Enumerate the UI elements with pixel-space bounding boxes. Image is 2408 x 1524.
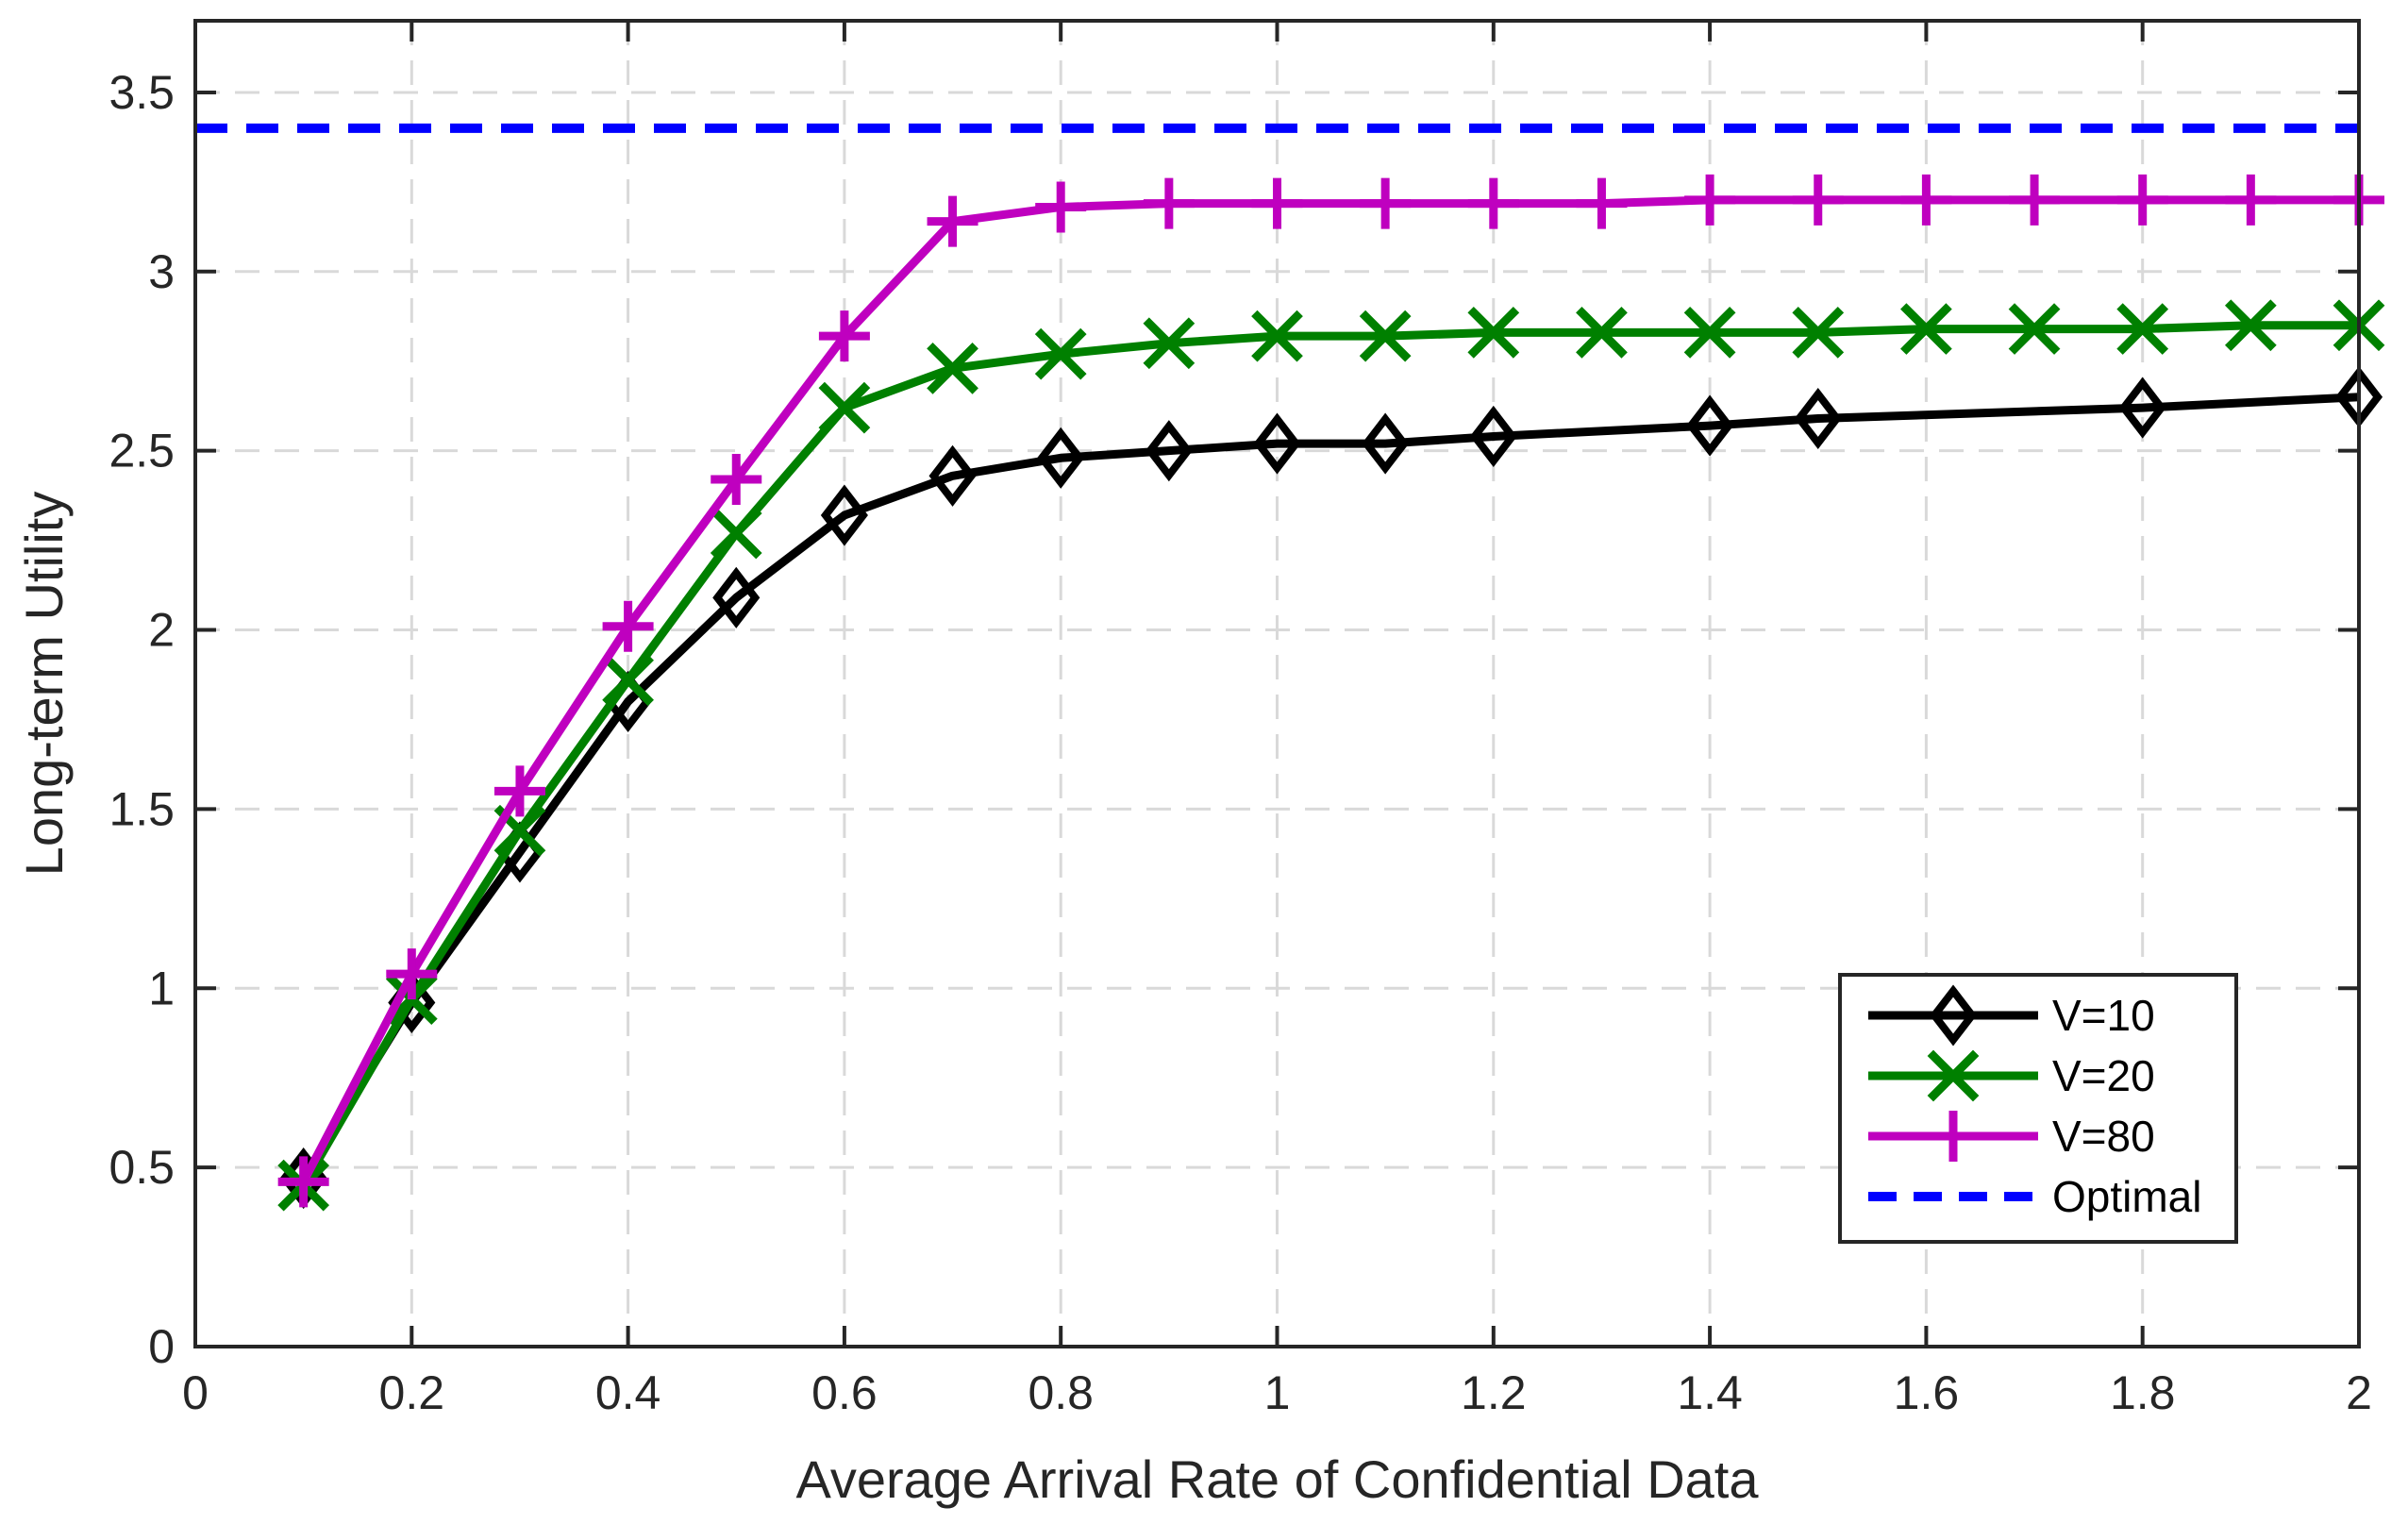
x-tick-label: 2 — [2346, 1366, 2372, 1419]
data-point-v-80 — [1792, 174, 1844, 226]
legend-label-v-10: V=10 — [2052, 991, 2155, 1040]
data-point-v-10 — [712, 566, 761, 628]
data-point-v-10 — [1037, 427, 1085, 489]
legend: V=10 V=20 V=80 Optimal — [1838, 973, 2238, 1244]
x-tick-label: 0.8 — [1028, 1366, 1094, 1419]
data-point-v-10 — [1686, 394, 1734, 457]
data-point-v-20 — [602, 654, 654, 707]
x-tick-label: 0 — [182, 1366, 209, 1419]
y-tick-label: 0.5 — [109, 1141, 175, 1194]
legend-label-v-20: V=20 — [2052, 1051, 2155, 1100]
data-point-v-80 — [1143, 177, 1195, 229]
x-tick-label: 0.4 — [595, 1366, 661, 1419]
data-point-v-20 — [1576, 307, 1628, 359]
legend-label-v-80: V=80 — [2052, 1112, 2155, 1161]
data-point-v-80 — [1360, 177, 1412, 229]
data-point-v-80 — [2225, 174, 2277, 226]
x-tick-label: 1.8 — [2110, 1366, 2176, 1419]
data-point-v-10 — [1362, 412, 1410, 475]
x-tick-label: 1.6 — [1894, 1366, 1960, 1419]
data-point-v-20 — [1143, 317, 1196, 370]
legend-item-v-10: V=10 — [1868, 984, 2155, 1047]
data-point-v-80 — [277, 1156, 329, 1208]
y-axis-title: Long-term Utility — [14, 492, 74, 877]
legend-marker-v-20 — [1927, 1049, 1980, 1102]
data-point-v-20 — [927, 342, 978, 394]
data-point-v-20 — [1683, 307, 1736, 359]
data-point-v-10 — [1794, 387, 1842, 450]
y-tick-label: 3 — [148, 245, 175, 298]
data-point-v-80 — [1467, 177, 1519, 229]
data-point-v-80 — [386, 948, 438, 1000]
x-tick-label: 1 — [1264, 1366, 1291, 1419]
legend-item-v-20: V=20 — [1868, 1049, 2155, 1102]
legend-item-optimal: Optimal — [1868, 1172, 2201, 1221]
y-tick-label: 0 — [148, 1320, 175, 1373]
data-point-v-10 — [1253, 412, 1301, 475]
data-point-v-80 — [2009, 174, 2061, 226]
data-point-v-80 — [1684, 174, 1736, 226]
data-point-v-20 — [1792, 307, 1845, 359]
axis-ticks: 0 0.2 0.4 0.6 0.8 1 1.2 1.4 1.6 1.8 2 0 0.5 1 1.5 2 2.5 3… — [109, 21, 2372, 1419]
data-point-v-20 — [2224, 299, 2277, 352]
data-point-v-80 — [818, 310, 870, 362]
y-tick-label: 2.5 — [109, 425, 175, 477]
series-line-v-20 — [299, 321, 2359, 1188]
data-point-v-10 — [2118, 377, 2166, 439]
data-point-v-80 — [711, 454, 762, 506]
x-tick-label: 1.2 — [1461, 1366, 1527, 1419]
data-point-v-10 — [928, 444, 977, 507]
data-point-v-20 — [710, 507, 762, 560]
data-point-v-20 — [1467, 307, 1520, 359]
data-point-v-20 — [818, 381, 871, 434]
data-point-v-10 — [820, 484, 868, 546]
series-line-v-10 — [299, 393, 2360, 1181]
data-point-v-80 — [493, 765, 545, 817]
data-point-v-20 — [1034, 327, 1087, 380]
data-point-v-80 — [1576, 177, 1628, 229]
y-tick-label: 1.5 — [109, 782, 175, 835]
series-v-80 — [277, 174, 2384, 1208]
series-group — [195, 123, 2385, 1212]
data-point-v-20 — [1251, 310, 1303, 362]
series-v-20 — [277, 299, 2385, 1212]
data-point-v-10 — [1469, 405, 1517, 468]
data-point-v-20 — [1359, 310, 1412, 362]
data-point-v-80 — [1900, 174, 1952, 226]
x-tick-label: 0.6 — [811, 1366, 878, 1419]
legend-marker-v-10 — [1929, 984, 1978, 1047]
data-point-v-80 — [1251, 177, 1303, 229]
legend-item-v-80: V=80 — [1868, 1111, 2155, 1162]
y-tick-label: 1 — [148, 962, 175, 1014]
y-tick-label: 3.5 — [109, 66, 175, 119]
data-point-v-20 — [2116, 303, 2169, 355]
x-tick-label: 0.2 — [379, 1366, 445, 1419]
data-point-v-80 — [2116, 174, 2168, 226]
data-point-v-80 — [927, 195, 978, 247]
legend-marker-v-80 — [1928, 1111, 1979, 1162]
data-point-v-80 — [602, 600, 654, 652]
data-point-v-20 — [1900, 303, 1952, 355]
x-tick-label: 1.4 — [1677, 1366, 1743, 1419]
data-point-v-80 — [1035, 181, 1087, 233]
y-tick-label: 2 — [148, 604, 175, 657]
legend-label-optimal: Optimal — [2052, 1172, 2201, 1221]
data-point-v-10 — [1145, 420, 1193, 482]
data-point-v-20 — [2008, 303, 2061, 355]
x-axis-title: Average Arrival Rate of Confidential Dat… — [796, 1449, 1760, 1509]
